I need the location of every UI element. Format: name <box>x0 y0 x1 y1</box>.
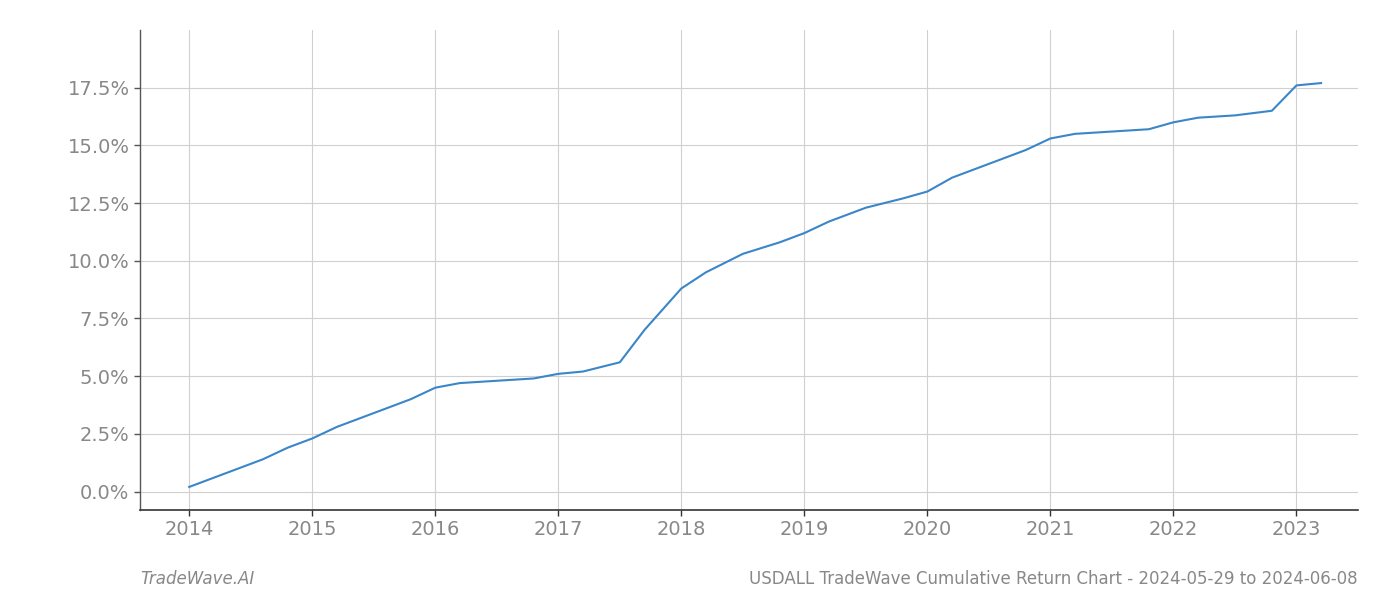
Text: TradeWave.AI: TradeWave.AI <box>140 570 255 588</box>
Text: USDALL TradeWave Cumulative Return Chart - 2024-05-29 to 2024-06-08: USDALL TradeWave Cumulative Return Chart… <box>749 570 1358 588</box>
